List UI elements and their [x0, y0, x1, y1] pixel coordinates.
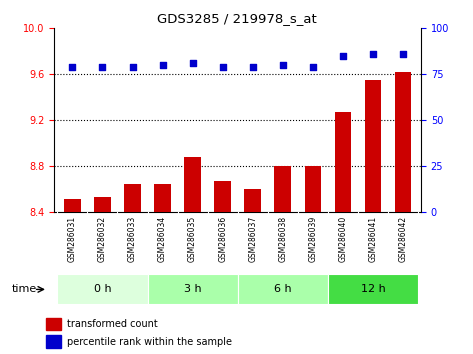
Text: 12 h: 12 h	[360, 284, 385, 295]
Point	[339, 53, 347, 59]
Text: GSM286039: GSM286039	[308, 216, 317, 262]
Text: GSM286040: GSM286040	[338, 216, 347, 262]
Bar	[238, 274, 328, 304]
Text: GSM286034: GSM286034	[158, 216, 167, 262]
Text: 0 h: 0 h	[94, 284, 111, 295]
Bar	[184, 157, 201, 212]
Point	[219, 64, 227, 70]
Bar	[274, 166, 291, 212]
Point	[309, 64, 316, 70]
Bar	[245, 189, 261, 212]
Text: transformed count: transformed count	[67, 319, 158, 329]
Bar	[214, 181, 231, 212]
Text: GSM286037: GSM286037	[248, 216, 257, 262]
Point	[369, 51, 377, 57]
Point	[279, 62, 287, 68]
Bar	[124, 184, 141, 212]
Point	[399, 51, 407, 57]
Bar	[46, 318, 61, 330]
Text: 3 h: 3 h	[184, 284, 201, 295]
Text: GSM286031: GSM286031	[68, 216, 77, 262]
Text: GSM286033: GSM286033	[128, 216, 137, 262]
Text: percentile rank within the sample: percentile rank within the sample	[67, 337, 232, 347]
Bar	[394, 72, 411, 212]
Text: GSM286035: GSM286035	[188, 216, 197, 262]
Text: time: time	[12, 284, 37, 295]
Bar	[365, 80, 381, 212]
Bar	[334, 112, 351, 212]
Bar	[57, 274, 148, 304]
Point	[69, 64, 76, 70]
Bar	[148, 274, 238, 304]
Text: GSM286032: GSM286032	[98, 216, 107, 262]
Bar	[154, 184, 171, 212]
Text: GSM286038: GSM286038	[278, 216, 287, 262]
Point	[129, 64, 136, 70]
Text: GDS3285 / 219978_s_at: GDS3285 / 219978_s_at	[157, 12, 316, 25]
Text: GSM286041: GSM286041	[368, 216, 377, 262]
Bar	[94, 198, 111, 212]
Point	[159, 62, 166, 68]
Bar	[46, 335, 61, 348]
Text: GSM286036: GSM286036	[218, 216, 227, 262]
Point	[249, 64, 256, 70]
Bar	[305, 166, 321, 212]
Bar	[328, 274, 418, 304]
Text: GSM286042: GSM286042	[398, 216, 407, 262]
Bar	[64, 199, 81, 212]
Text: 6 h: 6 h	[274, 284, 291, 295]
Point	[99, 64, 106, 70]
Point	[189, 61, 196, 66]
